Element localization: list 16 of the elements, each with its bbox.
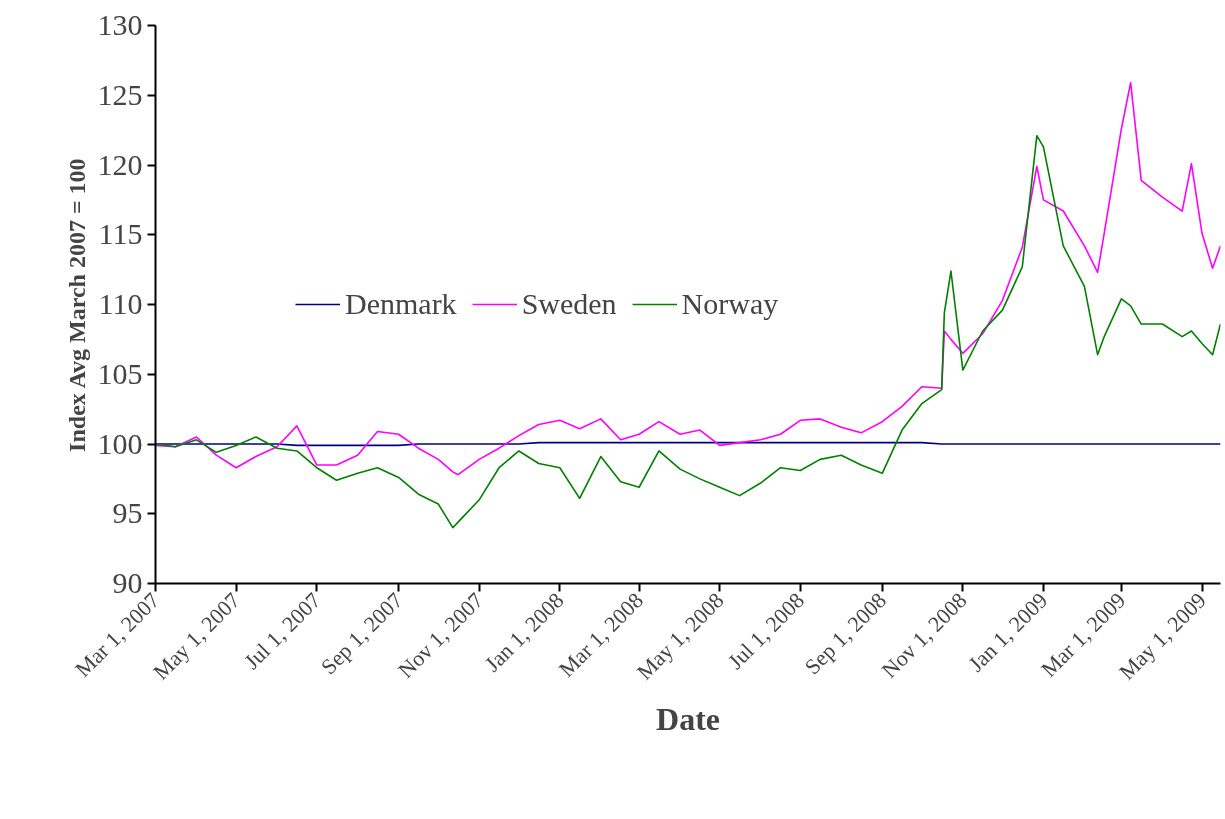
y-axis-title: Index Avg March 2007 = 100 bbox=[63, 158, 90, 452]
x-axis-title: Date bbox=[656, 701, 720, 738]
y-tick-label: 120 bbox=[97, 147, 143, 181]
legend-label: Denmark bbox=[345, 287, 457, 321]
y-tick-label: 95 bbox=[112, 496, 143, 530]
y-tick-label: 115 bbox=[98, 217, 143, 251]
y-tick-label: 90 bbox=[112, 566, 143, 599]
y-tick-label: 110 bbox=[98, 287, 143, 320]
line-series bbox=[155, 134, 1221, 529]
y-tick-label: 105 bbox=[97, 356, 143, 390]
y-tick-label: 100 bbox=[97, 426, 143, 460]
line-series bbox=[155, 81, 1221, 476]
y-tick-label: 125 bbox=[97, 77, 143, 111]
legend-label: Sweden bbox=[521, 287, 617, 321]
y-tick-label: 130 bbox=[97, 8, 143, 41]
legend-label: Norway bbox=[681, 287, 779, 321]
